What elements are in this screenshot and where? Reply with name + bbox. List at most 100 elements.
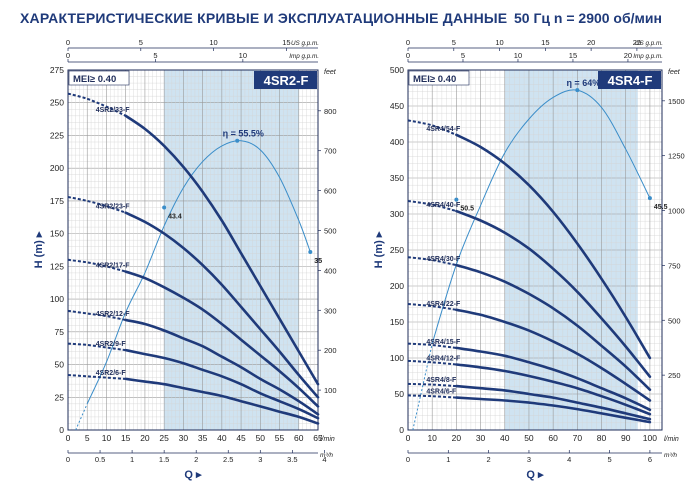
chart1-model-label: 4SR2-F [264, 73, 309, 88]
chart1-xtick-label: 35 [198, 433, 208, 443]
chart2-usgpm-label: 20 [587, 38, 595, 47]
chart1-m3h-label: 1.5 [159, 455, 169, 464]
chart2-m3h-label: 5 [608, 455, 612, 464]
chart1-xtick-label: 50 [256, 433, 266, 443]
frequency-label: 50 Гц n = 2900 об/мин [514, 10, 662, 26]
chart1-efficiency-label: η = 55.5% [223, 129, 264, 139]
chart2-feet-label: 500 [668, 316, 681, 325]
chart1-mei-box [68, 70, 130, 86]
chart2-efficiency-line [431, 89, 651, 344]
chart1-xtick-label: 10 [102, 433, 112, 443]
chart2-curve-label: 4SR4/12-F [426, 355, 461, 362]
chart2-model-label: 4SR4-F [608, 73, 653, 88]
chart1-xtick-label: 20 [140, 433, 150, 443]
chart1-curve [124, 114, 320, 386]
chart2-curve-label: 4SR4/8-F [426, 377, 457, 384]
chart1-curve [124, 211, 320, 399]
chart1-curve [124, 377, 320, 425]
chart2-curve [455, 363, 652, 416]
chart2-curve-label: 4SR4/15-F [426, 339, 461, 346]
chart1-curve [124, 270, 320, 408]
chart1-xtick-label: 55 [275, 433, 285, 443]
chart2-m3h-label: 4 [567, 455, 571, 464]
chart2-usgpm-label: 10 [495, 38, 503, 47]
chart1-efficiency-line [86, 140, 311, 405]
chart1-curve-dashed [67, 92, 127, 117]
chart2-xtick-label: 40 [500, 433, 510, 443]
chart2-curve-dashed [407, 359, 457, 366]
chart2-xunit-impgpm: Imp g.p.m. [633, 53, 663, 60]
chart2-ytick-label: 200 [390, 281, 404, 291]
chart2-usgpm-label: 0 [406, 38, 410, 47]
chart2-feet-label: 750 [668, 261, 681, 270]
chart1-m3h-label: 2 [194, 455, 198, 464]
chart2-ytick-label: 150 [390, 317, 404, 327]
chart1-xtick-label: 15 [121, 433, 131, 443]
chart2-xtick-label: 10 [427, 433, 437, 443]
chart2-m3h-label: 1 [446, 455, 450, 464]
chart1-feet-label: 300 [324, 306, 337, 315]
chart2-efficiency-annotation: 50.5 [460, 206, 474, 213]
chart1-efficiency-peak [235, 138, 240, 143]
chart2-curve [455, 263, 652, 391]
chart1-curve [124, 348, 320, 420]
chart2-feet-label: 250 [668, 371, 681, 380]
chart2-m3h-label: 2 [487, 455, 491, 464]
page-title: ХАРАКТЕРИСТИЧЕСКИЕ КРИВЫЕ И ЭКСПЛУАТАЦИО… [20, 10, 508, 26]
chart2-ytick-label: 250 [390, 245, 404, 255]
chart1-ytick-label: 275 [50, 65, 64, 75]
chart2-xtick-label: 70 [573, 433, 583, 443]
chart1-xtick-label: 60 [294, 433, 304, 443]
chart1-ytick-label: 250 [50, 98, 64, 108]
chart2-feet-label: 1000 [668, 207, 685, 216]
chart2-curve [455, 308, 652, 402]
chart2-xtick-label: 60 [548, 433, 558, 443]
chart2-curve-label: 4SR4/54-F [426, 126, 461, 133]
chart1-m3h-label: 2.5 [223, 455, 233, 464]
chart2-curve [455, 396, 652, 424]
chart2-xtick-label: 0 [406, 433, 411, 443]
chart2-curve-label: 4SR4/40-F [426, 202, 461, 209]
chart2-usgpm-label: 15 [541, 38, 549, 47]
chart2-xtick-label: 20 [452, 433, 462, 443]
chart2-xtick-label: 90 [621, 433, 631, 443]
chart1-feet-label: 200 [324, 346, 337, 355]
chart1-xunit-lmin: l/min [320, 436, 335, 443]
chart1-impgpm-label: 0 [66, 51, 70, 60]
chart1-xtick-label: 30 [179, 433, 189, 443]
chart2-curve-label: 4SR4/30-F [426, 256, 461, 263]
chart2-efficiency-point [454, 197, 459, 202]
chart1-feet-label: 800 [324, 107, 337, 116]
chart1-impgpm-label: 10 [239, 51, 247, 60]
chart1-feet-label: 500 [324, 226, 337, 235]
chart2-xunit-usgpm: US g.p.m. [635, 40, 663, 47]
chart2-model-badge [598, 71, 661, 89]
chart1-ytick-label: 150 [50, 229, 64, 239]
chart2-ytick-label: 350 [390, 173, 404, 183]
chart1-curve-label: 4SR2/23-F [96, 204, 131, 211]
chart1-usgpm-label: 5 [139, 38, 143, 47]
chart1-ytick-label: 75 [55, 327, 65, 337]
chart2-efficiency-dotted [412, 343, 433, 431]
chart1-xtick-label: 40 [217, 433, 227, 443]
chart1-efficiency-annotation: 35 [314, 258, 322, 265]
chart1-ytick-label: 50 [55, 360, 65, 370]
chart1-m3h-label: 0.5 [95, 455, 105, 464]
chart1-feet-label: 600 [324, 187, 337, 196]
chart1-efficiency-annotation: 43.4 [168, 213, 182, 220]
chart1-usgpm-label: 10 [209, 38, 217, 47]
chart1-m3h-label: 0 [66, 455, 70, 464]
chart2-xtick-label: 100 [643, 433, 657, 443]
chart1-efficiency-point [162, 205, 167, 210]
chart2-ytick-label: 50 [395, 389, 405, 399]
chart2-curve [455, 209, 652, 378]
chart2-ytick-label: 400 [390, 137, 404, 147]
chart2-impgpm-label: 5 [461, 51, 465, 60]
chart1-ytick-label: 100 [50, 294, 64, 304]
chart2-xtick-label: 80 [597, 433, 607, 443]
chart2-curve-dashed [407, 342, 457, 349]
chart1-xtick-label: 25 [159, 433, 169, 443]
chart2-curve-label: 4SR4/6-F [426, 389, 457, 396]
chart2-efficiency-peak [575, 88, 580, 93]
